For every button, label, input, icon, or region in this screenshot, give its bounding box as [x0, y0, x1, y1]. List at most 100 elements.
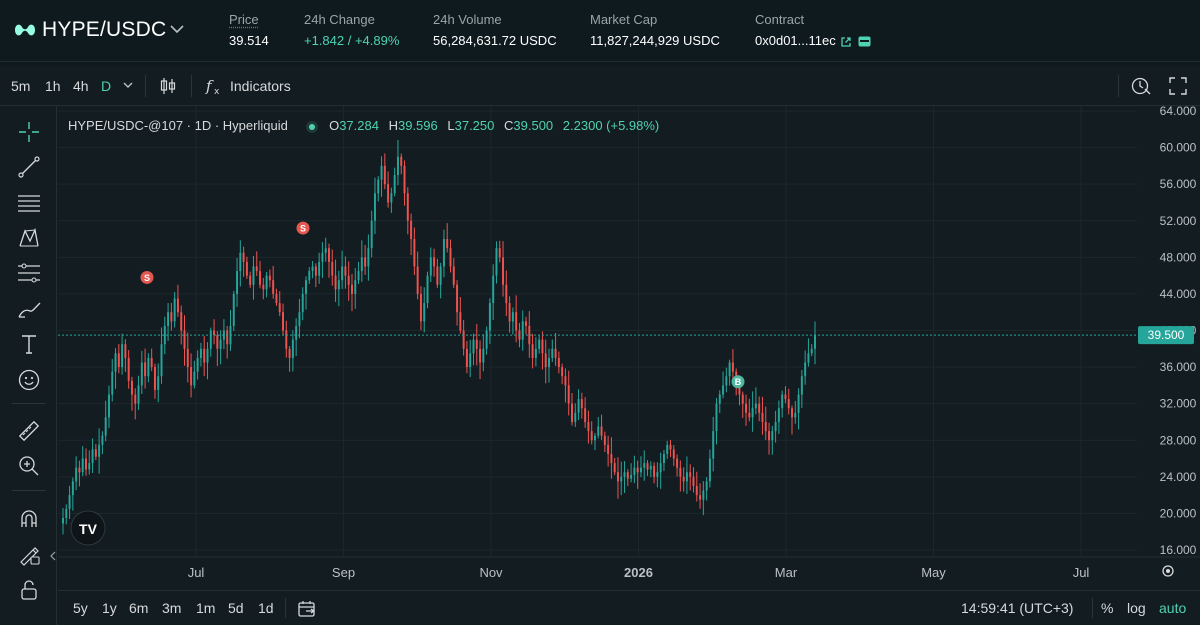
range-1y[interactable]: 1y [102, 600, 117, 616]
candle [334, 259, 337, 303]
contract-address[interactable]: 0x0d01...11ec [755, 33, 836, 48]
candle [564, 368, 567, 403]
candle [603, 431, 606, 453]
sell-marker[interactable]: S [140, 270, 154, 284]
candle [245, 256, 248, 279]
horizontal-lines-icon[interactable] [16, 190, 42, 216]
time-tick-label: 2026 [624, 565, 653, 580]
visibility-dot-icon[interactable] [305, 120, 319, 134]
chart-settings-icon[interactable] [1162, 565, 1174, 577]
candle [65, 504, 68, 525]
candle [557, 351, 560, 374]
collapse-toolbar-icon[interactable] [49, 551, 57, 561]
candle [472, 333, 475, 366]
candle [360, 240, 363, 282]
candle [180, 305, 183, 345]
candle [561, 363, 564, 385]
price-chart[interactable]: S S B 64.000 60.000 56.000 52.000 48.000 44.000… [58, 106, 1200, 590]
range-5d[interactable]: 5d [228, 600, 244, 616]
candle [278, 291, 281, 317]
range-5y[interactable]: 5y [73, 600, 88, 616]
candle [525, 316, 528, 335]
buy-marker[interactable]: B [731, 375, 745, 389]
sell-marker[interactable]: S [296, 221, 310, 235]
candle [383, 153, 386, 190]
zoom-in-icon[interactable] [16, 453, 42, 479]
emoji-icon[interactable] [16, 367, 42, 393]
candle [610, 437, 613, 479]
range-6m[interactable]: 6m [129, 600, 149, 616]
auto-scale-toggle[interactable]: auto [1159, 600, 1187, 616]
crosshair-icon[interactable] [16, 119, 42, 145]
pattern-tool-icon[interactable] [16, 225, 42, 251]
percent-scale-toggle[interactable]: % [1101, 600, 1114, 616]
text-tool-icon[interactable] [16, 331, 42, 357]
ruler-icon[interactable] [16, 418, 42, 444]
candle [314, 263, 317, 288]
candle [429, 247, 432, 283]
timeframe-4h[interactable]: 4h [73, 78, 89, 94]
candlestick-type-icon[interactable] [158, 76, 178, 96]
candle [590, 421, 593, 445]
candle [305, 276, 307, 310]
candle [140, 350, 143, 394]
range-1d[interactable]: 1d [258, 600, 274, 616]
stat-24h-change-label: 24h Change [304, 12, 375, 27]
candle [649, 461, 652, 478]
legend-low-key: L [447, 118, 455, 133]
candle [433, 248, 436, 277]
external-link-icon[interactable] [840, 36, 852, 48]
candle [134, 388, 137, 420]
candle [718, 390, 721, 414]
candle [676, 454, 679, 477]
tradingview-logo-icon[interactable]: TV [70, 510, 106, 546]
marker-letter: B [735, 377, 742, 387]
brush-icon[interactable] [16, 296, 42, 322]
indicators-button[interactable]: Indicators [230, 78, 291, 94]
trend-line-icon[interactable] [16, 154, 42, 180]
wallet-icon[interactable] [858, 36, 871, 47]
candle [797, 388, 800, 430]
candle [695, 471, 698, 502]
candle [577, 389, 580, 421]
candle [571, 393, 573, 426]
candle [163, 316, 166, 355]
price-tick-label: 28.000 [1160, 433, 1197, 447]
stat-contract-value: 0x0d01...11ec [755, 33, 871, 48]
pair-selector[interactable]: HYPE/USDC [42, 18, 167, 41]
candle [130, 376, 133, 411]
legend-open-key: O [329, 118, 340, 133]
log-scale-toggle[interactable]: log [1127, 600, 1146, 616]
range-3m[interactable]: 3m [162, 600, 182, 616]
timeframe-d[interactable]: D [101, 78, 112, 94]
candle [626, 469, 629, 486]
clock-timezone[interactable]: 14:59:41 (UTC+3) [961, 600, 1074, 616]
candle [672, 445, 675, 467]
range-1m[interactable]: 1m [196, 600, 216, 616]
candle [758, 396, 761, 422]
marker-letter: S [300, 224, 306, 234]
candle [692, 467, 695, 493]
function-fx-icon[interactable]: f x [205, 76, 225, 96]
fib-retracement-icon[interactable] [16, 260, 42, 286]
candle [144, 348, 147, 389]
lock-drawing-icon[interactable] [16, 541, 42, 567]
bottom-divider [285, 598, 286, 618]
legend-change: 2.2300 (+5.98%) [562, 118, 660, 133]
chevron-down-icon[interactable] [123, 82, 133, 89]
chevron-down-icon[interactable] [170, 24, 184, 34]
unlock-icon[interactable] [16, 577, 42, 603]
candle [344, 256, 347, 289]
candle [791, 405, 793, 435]
candle [712, 416, 715, 472]
replay-clock-icon[interactable] [1130, 75, 1152, 97]
fullscreen-icon[interactable] [1168, 76, 1188, 96]
candle [239, 240, 242, 287]
candle [262, 277, 265, 300]
date-range-calendar-icon[interactable] [297, 599, 317, 619]
stat-24h-change-value: +1.842 / +4.89% [304, 33, 400, 48]
timeframe-5m[interactable]: 5m [11, 78, 31, 94]
timeframe-1h[interactable]: 1h [45, 78, 61, 94]
stat-24h-volume: 24h Volume 56,284,631.72 USDC [433, 12, 557, 48]
magnet-icon[interactable] [16, 506, 42, 532]
